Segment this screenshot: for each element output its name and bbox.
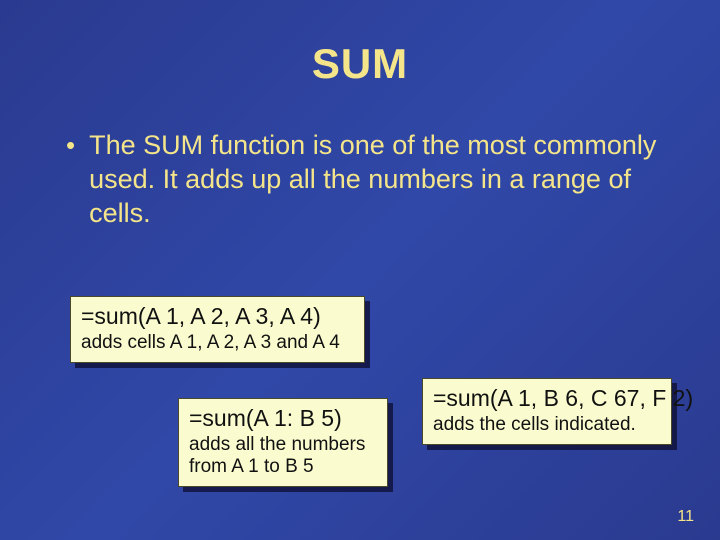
example-box-2: =sum(A 1: B 5) adds all the numbers from… xyxy=(178,398,388,487)
page-number: 11 xyxy=(677,508,694,526)
example-formula: =sum(A 1, A 2, A 3, A 4) xyxy=(81,303,354,330)
example-formula: =sum(A 1, B 6, C 67, F 2) xyxy=(433,385,661,412)
example-description: adds cells A 1, A 2, A 3 and A 4 xyxy=(81,332,354,354)
example-description: adds the cells indicated. xyxy=(433,414,661,436)
slide-title: SUM xyxy=(50,40,670,88)
example-description: adds all the numbers from A 1 to B 5 xyxy=(189,434,377,478)
slide: SUM • The SUM function is one of the mos… xyxy=(0,0,720,540)
example-formula: =sum(A 1: B 5) xyxy=(189,405,377,432)
example-box-3: =sum(A 1, B 6, C 67, F 2) adds the cells… xyxy=(422,378,672,445)
bullet-icon: • xyxy=(66,128,75,162)
bullet-text: The SUM function is one of the most comm… xyxy=(89,128,670,230)
bullet-item: • The SUM function is one of the most co… xyxy=(50,128,670,230)
example-box-1: =sum(A 1, A 2, A 3, A 4) adds cells A 1,… xyxy=(70,296,365,363)
